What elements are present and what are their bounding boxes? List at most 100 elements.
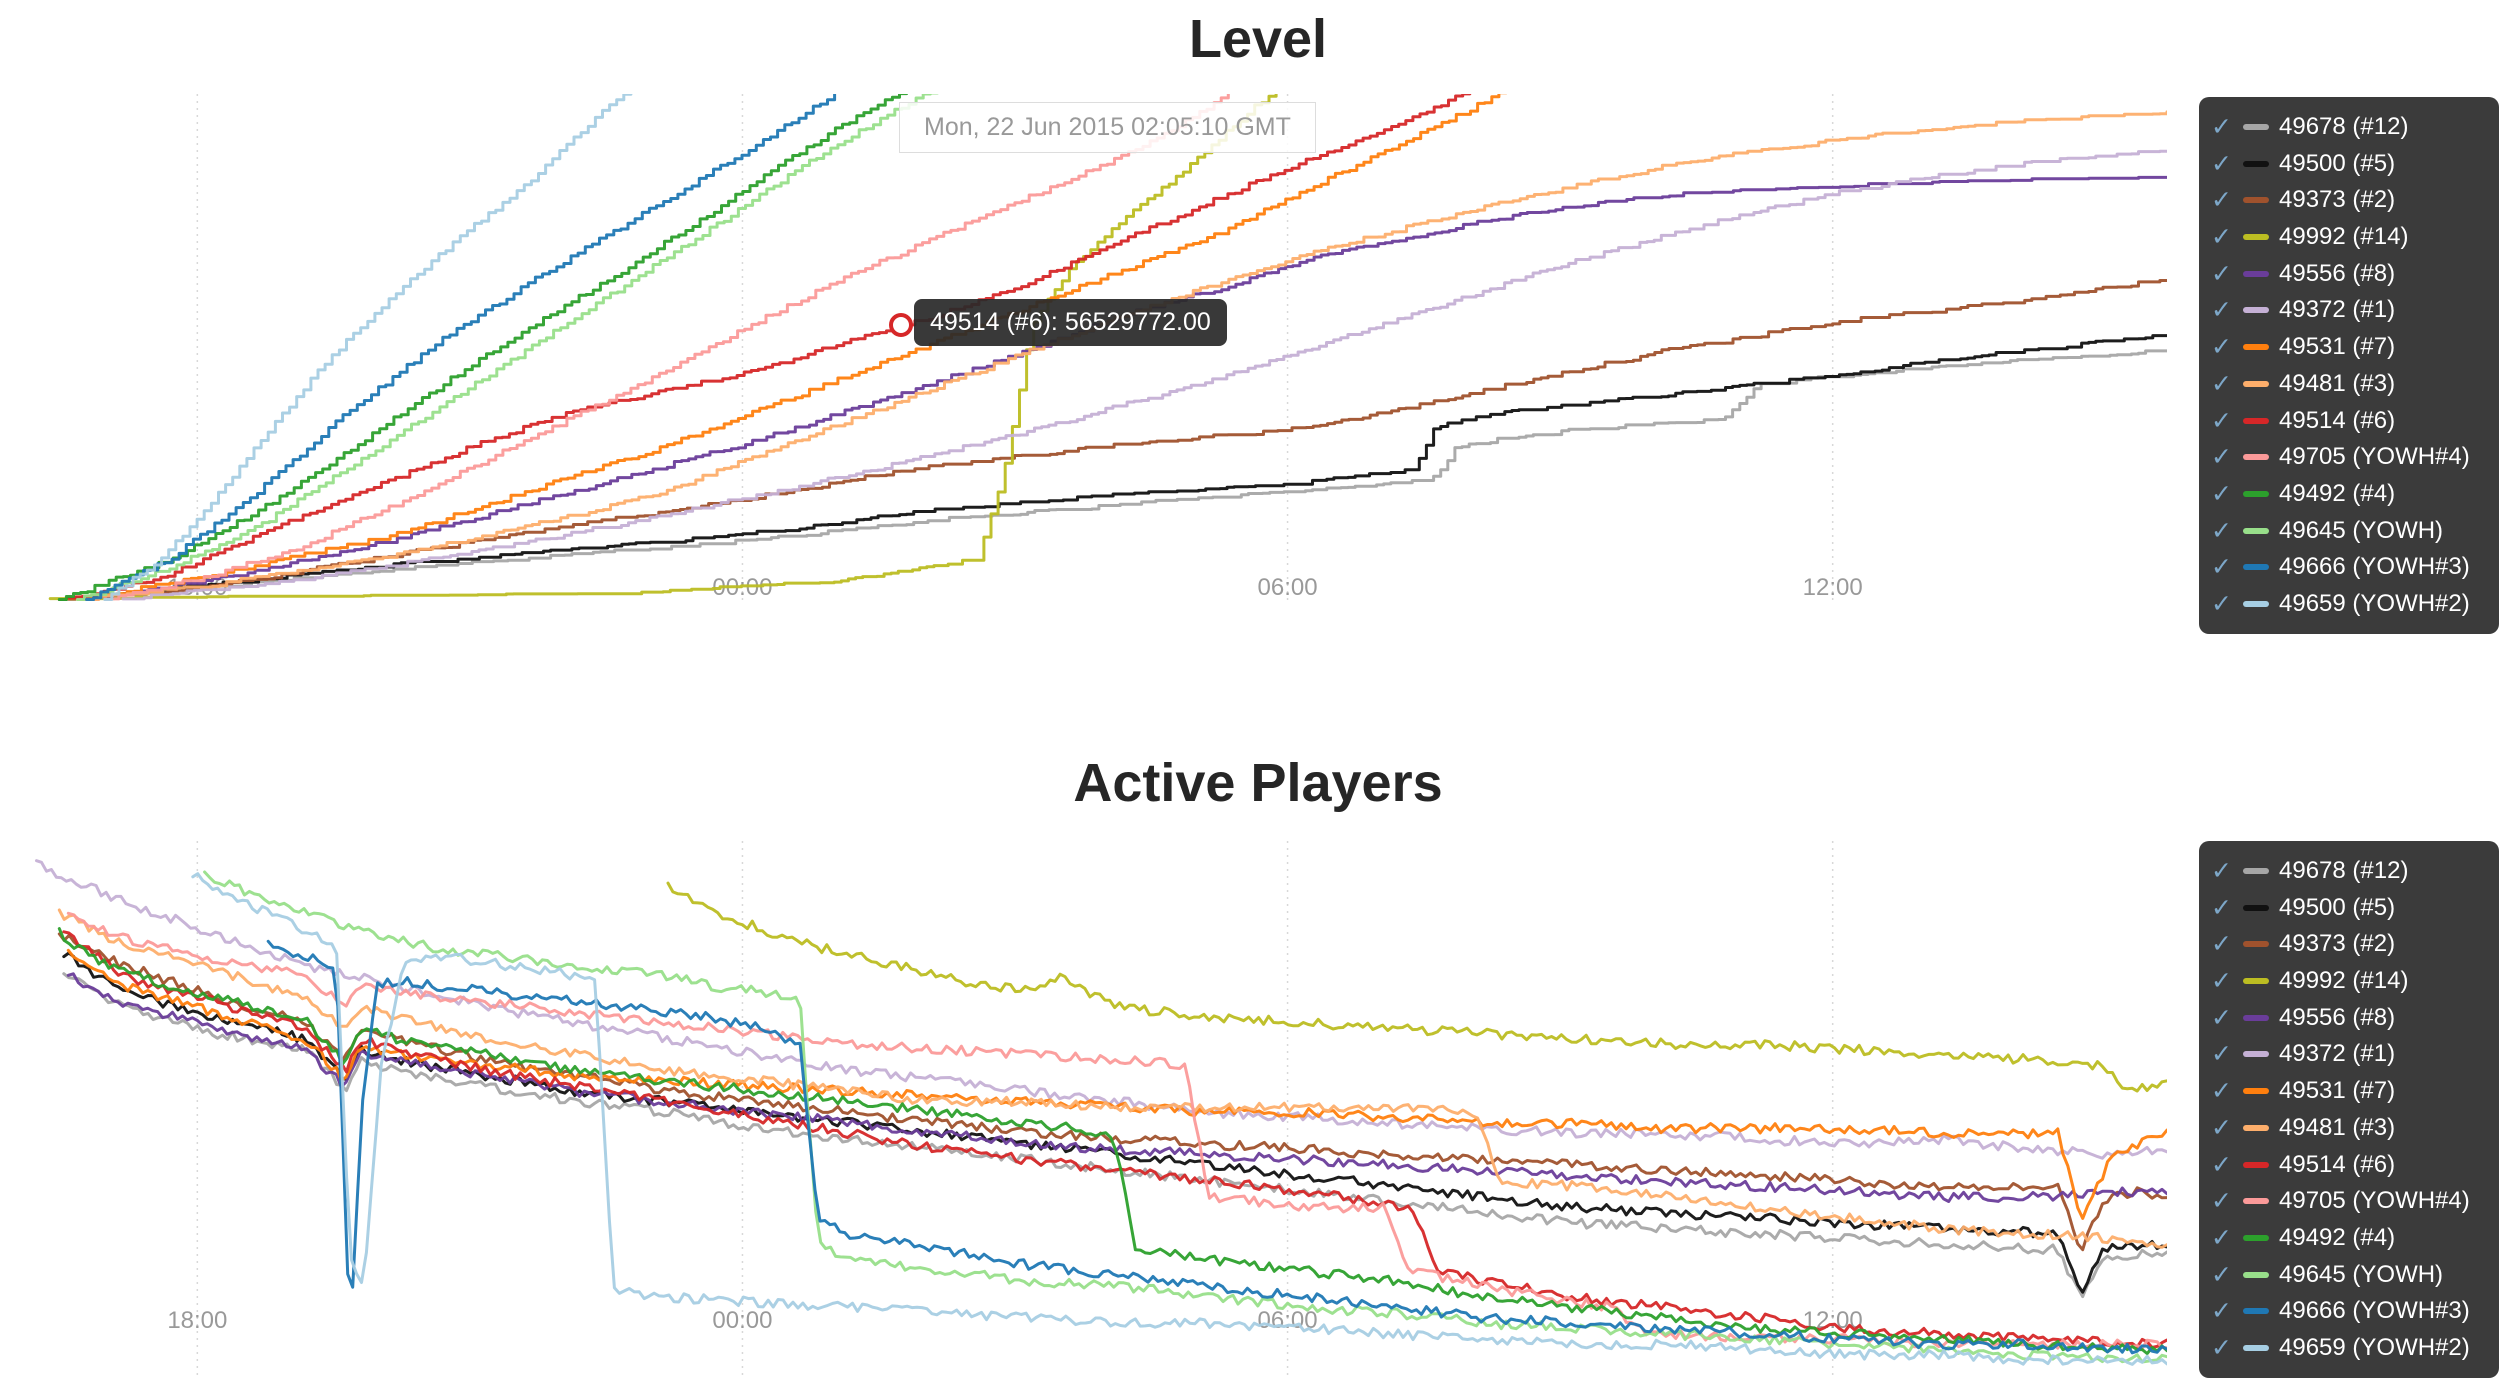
legend-item[interactable]: ✓ 49659 (YOWH#2) <box>2211 586 2487 622</box>
legend-item[interactable]: ✓ 49373 (#2) <box>2211 182 2487 218</box>
legend-check-icon[interactable]: ✓ <box>2211 1113 2232 1142</box>
legend-check-icon[interactable]: ✓ <box>2211 149 2232 178</box>
legend-check-icon[interactable]: ✓ <box>2211 589 2232 618</box>
series-line-49666 (YOWH#3)[interactable] <box>85 94 2168 601</box>
legend-item[interactable]: ✓ 49645 (YOWH) <box>2211 513 2487 549</box>
legend-check-icon[interactable]: ✓ <box>2211 1297 2232 1326</box>
legend-color-swatch <box>2243 160 2269 167</box>
level-svg: 18:00 00:00 06:00 12:00 <box>48 94 2168 603</box>
legend-item[interactable]: ✓ 49481 (#3) <box>2211 1110 2487 1146</box>
series-line-49481 (#3)[interactable] <box>75 110 2167 601</box>
legend-check-icon[interactable]: ✓ <box>2211 1040 2232 1069</box>
legend-item[interactable]: ✓ 49492 (#4) <box>2211 476 2487 512</box>
active-players-svg: 18:00 00:00 06:00 12:00 <box>35 841 2168 1378</box>
legend-check-icon[interactable]: ✓ <box>2211 1077 2232 1106</box>
legend-item[interactable]: ✓ 49531 (#7) <box>2211 329 2487 365</box>
legend-color-swatch <box>2243 1198 2269 1205</box>
series-line-49645 (YOWH)[interactable] <box>75 94 2167 601</box>
legend-color-swatch <box>2243 454 2269 461</box>
legend-check-icon[interactable]: ✓ <box>2211 1223 2232 1252</box>
series-line-49514 (#6)[interactable] <box>66 94 2167 600</box>
legend-item[interactable]: ✓ 49992 (#14) <box>2211 219 2487 255</box>
active-players-chart-plot[interactable]: 18:00 00:00 06:00 12:00 <box>32 841 2167 1384</box>
legend-check-icon[interactable]: ✓ <box>2211 1187 2232 1216</box>
legend-series-label: 49531 (#7) <box>2279 1077 2396 1105</box>
x-tick-label: 12:00 <box>1803 574 1863 601</box>
legend-check-icon[interactable]: ✓ <box>2211 443 2232 472</box>
legend-item[interactable]: ✓ 49514 (#6) <box>2211 1147 2487 1183</box>
series-line-49372 (#1)[interactable] <box>121 149 2167 601</box>
legend-item[interactable]: ✓ 49666 (YOWH#3) <box>2211 1293 2487 1329</box>
legend-item[interactable]: ✓ 49481 (#3) <box>2211 366 2487 402</box>
legend-color-swatch <box>2243 344 2269 351</box>
legend-check-icon[interactable]: ✓ <box>2211 967 2232 996</box>
legend-check-icon[interactable]: ✓ <box>2211 406 2232 435</box>
series-line-49992 (#14)[interactable] <box>666 881 2167 1093</box>
legend-check-icon[interactable]: ✓ <box>2211 1003 2232 1032</box>
legend-color-swatch <box>2243 417 2269 424</box>
legend-check-icon[interactable]: ✓ <box>2211 893 2232 922</box>
legend-color-swatch <box>2243 1051 2269 1058</box>
legend-check-icon[interactable]: ✓ <box>2211 296 2232 325</box>
legend-check-icon[interactable]: ✓ <box>2211 1333 2232 1362</box>
legend-series-label: 49705 (YOWH#4) <box>2279 1187 2470 1215</box>
series-line-49531 (#7)[interactable] <box>66 948 2167 1220</box>
legend-series-label: 49659 (YOWH#2) <box>2279 1333 2470 1361</box>
legend-check-icon[interactable]: ✓ <box>2211 223 2232 252</box>
legend-item[interactable]: ✓ 49373 (#2) <box>2211 926 2487 962</box>
legend-item[interactable]: ✓ 49705 (YOWH#4) <box>2211 1183 2487 1219</box>
series-line-49492 (#4)[interactable] <box>57 94 2167 601</box>
legend-item[interactable]: ✓ 49659 (YOWH#2) <box>2211 1330 2487 1366</box>
legend-check-icon[interactable]: ✓ <box>2211 1260 2232 1289</box>
series-line-49666 (YOWH#3)[interactable] <box>266 939 2167 1355</box>
legend-check-icon[interactable]: ✓ <box>2211 259 2232 288</box>
legend-item[interactable]: ✓ 49500 (#5) <box>2211 146 2487 182</box>
hover-date-tooltip: Mon, 22 Jun 2015 02:05:10 GMT <box>899 102 1316 153</box>
legend-check-icon[interactable]: ✓ <box>2211 516 2232 545</box>
legend-check-icon[interactable]: ✓ <box>2211 113 2232 141</box>
series-line-49659 (YOWH#2)[interactable] <box>103 94 2167 601</box>
series-line-49678 (#12)[interactable] <box>62 972 2167 1299</box>
legend-item[interactable]: ✓ 49678 (#12) <box>2211 853 2487 889</box>
series-line-49992 (#14)[interactable] <box>48 94 2167 601</box>
legend-series-label: 49645 (YOWH) <box>2279 516 2444 544</box>
legend-check-icon[interactable]: ✓ <box>2211 333 2232 362</box>
legend-item[interactable]: ✓ 49992 (#14) <box>2211 963 2487 999</box>
legend-item[interactable]: ✓ 49500 (#5) <box>2211 890 2487 926</box>
legend-color-swatch <box>2243 1088 2269 1095</box>
legend-check-icon[interactable]: ✓ <box>2211 479 2232 508</box>
legend-item[interactable]: ✓ 49531 (#7) <box>2211 1073 2487 1109</box>
legend-check-icon[interactable]: ✓ <box>2211 930 2232 959</box>
level-legend: ✓ 49678 (#12) ✓ 49500 (#5) ✓ 49373 (#2) ✓ 49992… <box>2199 97 2499 634</box>
series-line-49492 (#4)[interactable] <box>57 927 2167 1356</box>
legend-item[interactable]: ✓ 49492 (#4) <box>2211 1220 2487 1256</box>
level-chart-plot[interactable]: 18:00 00:00 06:00 12:00 Mon, 22 Jun 2015 02… <box>32 94 2167 609</box>
legend-check-icon[interactable]: ✓ <box>2211 1150 2232 1179</box>
series-line-49645 (YOWH)[interactable] <box>203 870 2167 1364</box>
legend-series-label: 49514 (#6) <box>2279 406 2396 434</box>
series-line-49481 (#3)[interactable] <box>57 908 2167 1249</box>
legend-check-icon[interactable]: ✓ <box>2211 857 2232 885</box>
legend-item[interactable]: ✓ 49666 (YOWH#3) <box>2211 549 2487 585</box>
series-line-49372 (#1)[interactable] <box>35 859 2168 1160</box>
legend-check-icon[interactable]: ✓ <box>2211 369 2232 398</box>
legend-check-icon[interactable]: ✓ <box>2211 553 2232 582</box>
legend-item[interactable]: ✓ 49514 (#6) <box>2211 403 2487 439</box>
legend-item[interactable]: ✓ 49372 (#1) <box>2211 1036 2487 1072</box>
legend-item[interactable]: ✓ 49705 (YOWH#4) <box>2211 439 2487 475</box>
legend-item[interactable]: ✓ 49645 (YOWH) <box>2211 1257 2487 1293</box>
series-line-49659 (YOWH#2)[interactable] <box>191 872 2167 1366</box>
legend-series-label: 49372 (#1) <box>2279 1040 2396 1068</box>
legend-item[interactable]: ✓ 49678 (#12) <box>2211 109 2487 145</box>
series-line-49500 (#5)[interactable] <box>62 951 2167 1294</box>
series-line-49705 (YOWH#4)[interactable] <box>103 94 2167 601</box>
x-tick-label: 06:00 <box>1258 574 1318 601</box>
legend-item[interactable]: ✓ 49556 (#8) <box>2211 256 2487 292</box>
series-line-49531 (#7)[interactable] <box>75 94 2167 601</box>
series-line-49556 (#8)[interactable] <box>66 972 2167 1203</box>
legend-color-swatch <box>2243 527 2269 534</box>
legend-check-icon[interactable]: ✓ <box>2211 186 2232 215</box>
legend-item[interactable]: ✓ 49372 (#1) <box>2211 292 2487 328</box>
legend-item[interactable]: ✓ 49556 (#8) <box>2211 1000 2487 1036</box>
legend-color-swatch <box>2243 197 2269 204</box>
